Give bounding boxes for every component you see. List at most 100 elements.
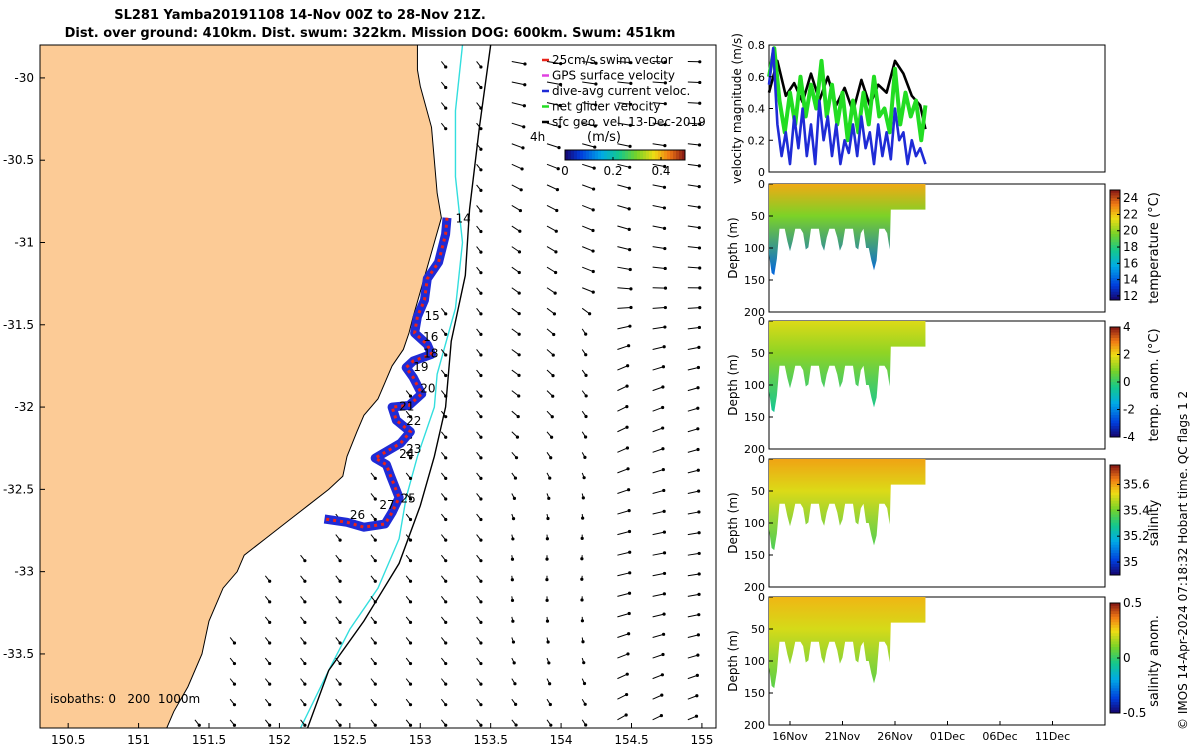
temp-anom-colorbar-tick: 0	[1123, 375, 1131, 389]
map-xtick-label: 150.5	[51, 733, 85, 747]
date-xtick-label: 16Nov	[772, 730, 808, 743]
salinity-anom-section-fill	[769, 597, 926, 689]
temp-anom-ytick-label: 100	[744, 379, 765, 392]
map-colorbar-tick: 0	[561, 164, 569, 178]
salinity-anom-ytick-label: 50	[751, 623, 765, 636]
date-xtick-label: 21Nov	[825, 730, 861, 743]
copyright-text: © IMOS 14-Apr-2024 07:18:32 Hobart time.…	[1176, 390, 1190, 730]
day-label: 16	[423, 330, 438, 344]
chart-title-line1: SL281 Yamba20191108 14-Nov 00Z to 28-Nov…	[114, 8, 486, 23]
velocity-ytick-label: 0.8	[748, 39, 766, 52]
legend-entry: GPS surface velocity	[552, 69, 675, 83]
temperature-colorbar-label: temperature (°C)	[1147, 192, 1162, 304]
day-label: 23	[406, 442, 421, 456]
temperature-section-fill	[769, 184, 926, 276]
salinity-ytick-label: 150	[744, 549, 765, 562]
velocity-series-line	[767, 46, 927, 166]
salinity-colorbar-tick: 35.2	[1123, 529, 1150, 543]
map-colorbar-label: (m/s)	[587, 130, 621, 145]
map-xtick-label: 153	[409, 733, 432, 747]
day-label: 19	[413, 360, 428, 374]
map-frame	[39, 44, 717, 729]
velocity-series-line	[767, 59, 927, 130]
map-ytick-label: -31	[14, 235, 34, 249]
salinity-anom-panel: 0 50 100 150 200 Depth (m) -0.5 0 0.5 salinity an…	[726, 591, 1162, 743]
legend-entry: dive-avg current veloc.	[552, 84, 690, 98]
day-label: 14	[455, 212, 470, 226]
salinity-anom-colorbar-tick: -0.5	[1123, 706, 1146, 720]
day-label: 20	[420, 381, 435, 395]
salinity-anom-colorbar-tick: 0	[1123, 651, 1131, 665]
day-label: 15	[424, 309, 439, 323]
map-xtick-label: 154	[550, 733, 573, 747]
temperature-ytick-label: 0	[758, 178, 765, 191]
temp-anom-section-fill	[769, 321, 926, 413]
temp-anom-panel: 0 50 100 150 200 Depth (m) -4 -2 0 2 4 temp. anom. …	[726, 315, 1162, 456]
map-ytick-label: -32.5	[3, 482, 34, 496]
temp-anom-colorbar-tick: -2	[1123, 403, 1135, 417]
salinity-panel: 0 50 100 150 200 Depth (m) 35 35.2 35.4 35.6 salin…	[726, 453, 1162, 594]
map-xtick-label: 154.5	[614, 733, 648, 747]
day-label: 27	[379, 498, 394, 512]
temperature-ytick-label: 50	[751, 210, 765, 223]
salinity-colorbar-tick: 35.4	[1123, 503, 1150, 517]
temp-anom-ytick-label: 150	[744, 411, 765, 424]
temperature-ytick-label: 200	[744, 306, 765, 319]
velocity-ytick-label: 0	[758, 166, 765, 179]
map-ytick-label: -32	[14, 400, 34, 414]
temperature-colorbar	[1109, 189, 1121, 301]
salinity-ytick-label: 0	[758, 453, 765, 466]
temperature-colorbar-tick: 14	[1123, 273, 1138, 287]
isobath-label: isobaths: 0 200 1000m	[50, 692, 200, 706]
temp-anom-ylabel: Depth (m)	[726, 354, 740, 415]
salinity-section-fill	[769, 459, 926, 551]
temp-anom-ytick-label: 50	[751, 347, 765, 360]
salinity-anom-ytick-label: 200	[744, 719, 765, 732]
map-ytick-label: -30.5	[3, 153, 34, 167]
map-legend: 25cm/s swim vector GPS surface velocitydi…	[542, 53, 706, 129]
salinity-colorbar-label: salinity	[1147, 499, 1162, 546]
legend-entry: net glider velocity	[552, 100, 660, 114]
salinity-ytick-label: 200	[744, 581, 765, 594]
velocity-ytick-label: 0.2	[748, 134, 766, 147]
velocity-ytick-label: 0.4	[748, 103, 766, 116]
day-label: 22	[406, 414, 421, 428]
map-xtick-label: 151.5	[192, 733, 226, 747]
temperature-ylabel: Depth (m)	[726, 217, 740, 278]
map-colorbar: 0 0.2 0.4	[561, 149, 686, 178]
isobath-200	[299, 45, 464, 728]
isobath-1000	[306, 45, 492, 728]
temperature-colorbar-tick: 22	[1123, 207, 1138, 221]
salinity-anom-colorbar-label: salinity anom.	[1147, 615, 1162, 707]
map-ytick-label: -31.5	[3, 318, 34, 332]
day-label: 26	[350, 508, 365, 522]
temp-anom-colorbar-label: temp. anom. (°C)	[1147, 328, 1162, 441]
velocity-ytick-label: 0.6	[748, 71, 766, 84]
temperature-colorbar-tick: 16	[1123, 256, 1138, 270]
date-xtick-label: 26Nov	[877, 730, 913, 743]
temp-anom-ytick-label: 200	[744, 443, 765, 456]
temperature-panel: 0 50 100 150 200 Depth (m) 12 14 16 18 20 22 24 tempe…	[726, 178, 1162, 319]
temp-anom-ytick-label: 0	[758, 315, 765, 328]
date-xtick-label: 06Dec	[982, 730, 1017, 743]
geostrophic-vector-field	[194, 60, 702, 727]
map-xtick-label: 155	[690, 733, 713, 747]
salinity-colorbar	[1109, 464, 1121, 576]
map-colorbar-tick: 0.2	[603, 164, 622, 178]
salinity-ylabel: Depth (m)	[726, 492, 740, 553]
salinity-anom-colorbar-tick: 0.5	[1123, 596, 1142, 610]
day-label: 25	[401, 492, 416, 506]
velocity-ylabel: velocity magnitude (m/s)	[730, 33, 744, 184]
land-area	[40, 45, 442, 728]
map-xtick-label: 153.5	[473, 733, 507, 747]
temperature-ytick-label: 100	[744, 242, 765, 255]
chart-title-line2: Dist. over ground: 410km. Dist. swum: 32…	[64, 26, 676, 41]
salinity-colorbar-tick: 35.6	[1123, 477, 1150, 491]
map-colorbar-tick: 0.4	[651, 164, 670, 178]
salinity-ytick-label: 50	[751, 485, 765, 498]
salinity-anom-ylabel: Depth (m)	[726, 630, 740, 691]
day-label: 18	[423, 347, 438, 361]
temperature-colorbar-tick: 20	[1123, 224, 1138, 238]
map-ytick-label: -33	[14, 565, 34, 579]
